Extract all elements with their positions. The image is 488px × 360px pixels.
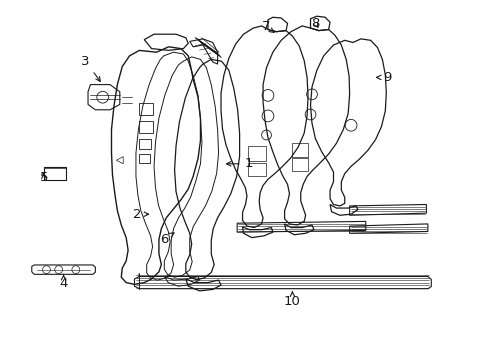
Bar [139,154,150,163]
Text: 3: 3 [81,55,100,81]
Bar [292,158,307,171]
Bar [292,143,307,157]
Bar [139,139,151,149]
Bar [248,146,265,161]
Bar [139,103,153,115]
Text: 2: 2 [132,208,148,221]
Bar [139,121,153,133]
Text: 10: 10 [284,292,300,308]
Bar [248,163,265,176]
Text: 4: 4 [59,274,68,290]
Text: 8: 8 [310,17,319,30]
Text: 1: 1 [226,157,252,170]
Text: 7: 7 [262,21,273,33]
Text: 9: 9 [376,71,391,84]
Text: 6: 6 [159,233,174,246]
Text: 5: 5 [40,171,48,184]
